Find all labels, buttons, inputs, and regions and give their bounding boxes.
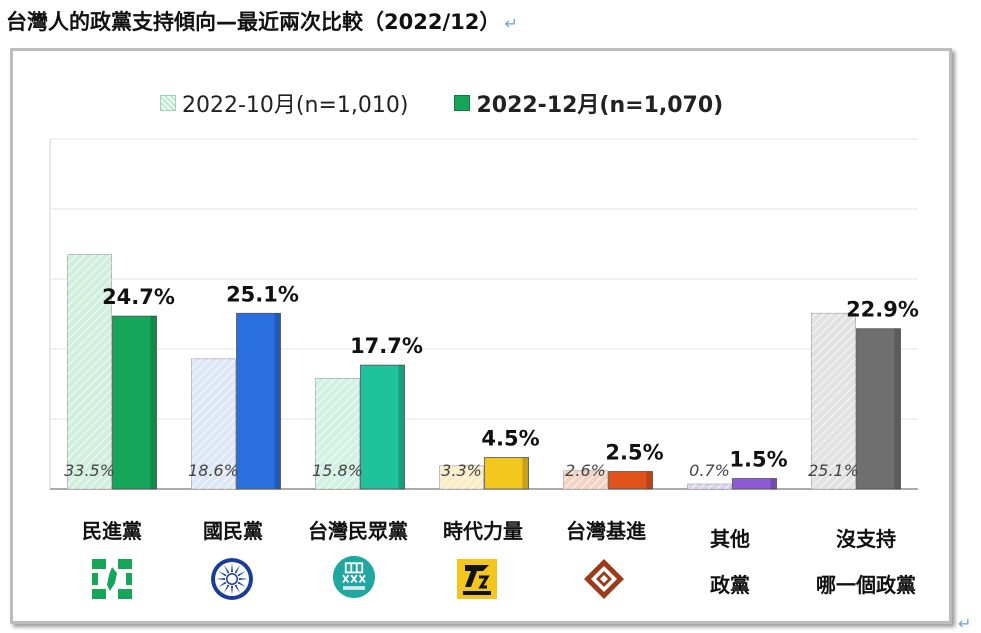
data-labels: 33.5% 24.7% 18.6% 25.1% 15.8% 17.7% 3.3% 4.5% 2.…	[64, 282, 919, 480]
bar-dec-shade	[274, 313, 281, 489]
sun-ray	[231, 585, 233, 595]
category-label: 其他 政黨	[650, 516, 810, 608]
sun-ray	[224, 565, 230, 574]
category-label-line: 台灣民眾黨	[308, 519, 408, 543]
bar-dec	[112, 315, 157, 490]
data-label-dec: 4.5%	[481, 427, 539, 451]
category-label: 民進黨	[32, 516, 192, 546]
data-label-dec: 25.1%	[226, 282, 299, 306]
tpp-logo-icon	[332, 555, 376, 599]
bar-dec-shade	[646, 471, 653, 489]
bar-dec-shade	[894, 328, 901, 489]
bar-dec-shade	[150, 316, 157, 489]
bars	[67, 254, 901, 490]
legend-item-oct: 2022-10月(n=1,010)	[160, 87, 408, 119]
data-label-dec: 17.7%	[350, 334, 423, 358]
data-label-dec: 24.7%	[102, 285, 175, 309]
title-text: 台灣人的政黨支持傾向—最近兩次比較（2022/12）	[6, 10, 501, 34]
legend-swatch-dec	[454, 95, 471, 111]
bar-oct-hatch	[315, 378, 360, 489]
bar-dec	[484, 457, 529, 490]
legend-item-dec: 2022-12月(n=1,070)	[454, 87, 723, 119]
npp-logo-icon	[455, 557, 499, 601]
category-label-line: 沒支持	[836, 527, 896, 551]
category-label: 台灣民眾黨	[278, 516, 438, 546]
bar-oct-hatch	[67, 254, 112, 489]
category-label-line: 時代力量	[443, 519, 523, 543]
bar-oct-hatch	[439, 465, 484, 489]
bar-dec	[236, 312, 281, 490]
data-label-oct: 33.5%	[64, 461, 115, 480]
dpp-logo-icon	[90, 557, 134, 601]
page-title: 台灣人的政黨支持傾向—最近兩次比較（2022/12） ↵	[6, 6, 518, 36]
category-label: 時代力量	[403, 516, 563, 546]
bar-dec-shade	[522, 457, 529, 489]
chart-frame	[10, 48, 952, 624]
category-label-line: 其他	[710, 527, 750, 551]
bar-oct-hatch	[191, 358, 236, 489]
data-label-oct: 18.6%	[188, 461, 239, 480]
data-label-oct: 25.1%	[808, 461, 859, 480]
sun-ray	[234, 565, 240, 574]
data-label-oct: 2.6%	[565, 461, 606, 480]
data-label-dec: 22.9%	[846, 298, 919, 322]
category-label-line: 民進黨	[82, 519, 142, 543]
sun-ray	[238, 578, 248, 580]
data-label-oct: 3.3%	[441, 461, 482, 480]
category-label: 沒支持 哪一個政黨	[786, 516, 946, 608]
data-label-dec: 1.5%	[729, 448, 787, 472]
legend: 2022-10月(n=1,010) 2022-12月(n=1,070)	[160, 88, 769, 118]
bar-oct-hatch	[811, 313, 856, 489]
return-mark: ↵	[504, 14, 518, 33]
sun-ray	[231, 563, 233, 573]
category-label-line: 台灣基進	[566, 519, 646, 543]
bar-oct-hatch	[687, 484, 732, 489]
data-label-oct: 0.7%	[689, 461, 730, 480]
sun-ray	[234, 584, 240, 593]
data-label-dec: 2.5%	[605, 441, 663, 465]
sun-ray	[237, 571, 246, 577]
data-label-oct: 15.8%	[312, 461, 363, 480]
return-mark-corner: ↵	[958, 614, 972, 633]
kmt-sun-logo-icon	[210, 557, 254, 601]
bar-dec	[608, 471, 653, 490]
bar-dec-shade	[398, 365, 405, 489]
tsp-logo-icon	[582, 557, 626, 601]
bar-dec-shade	[770, 478, 777, 489]
sun-ray	[218, 581, 227, 587]
bar-oct-hatch	[563, 470, 608, 489]
category-label: 國民黨	[153, 516, 313, 546]
bar-dec	[732, 478, 777, 490]
bar-dec	[360, 364, 405, 490]
sun-ray	[237, 581, 246, 587]
legend-swatch-oct	[160, 95, 176, 111]
sun-ray	[218, 571, 227, 577]
category-label-line: 國民黨	[203, 519, 263, 543]
sun-ray	[224, 584, 230, 593]
sun-ray	[216, 578, 226, 580]
category-label-line: 政黨	[710, 573, 750, 597]
bar-dec	[856, 328, 901, 490]
legend-label-dec: 2022-12月(n=1,070)	[476, 93, 724, 118]
category-label-line: 哪一個政黨	[816, 573, 916, 597]
legend-label-oct: 2022-10月(n=1,010)	[182, 93, 409, 118]
category-label: 台灣基進	[526, 516, 686, 546]
